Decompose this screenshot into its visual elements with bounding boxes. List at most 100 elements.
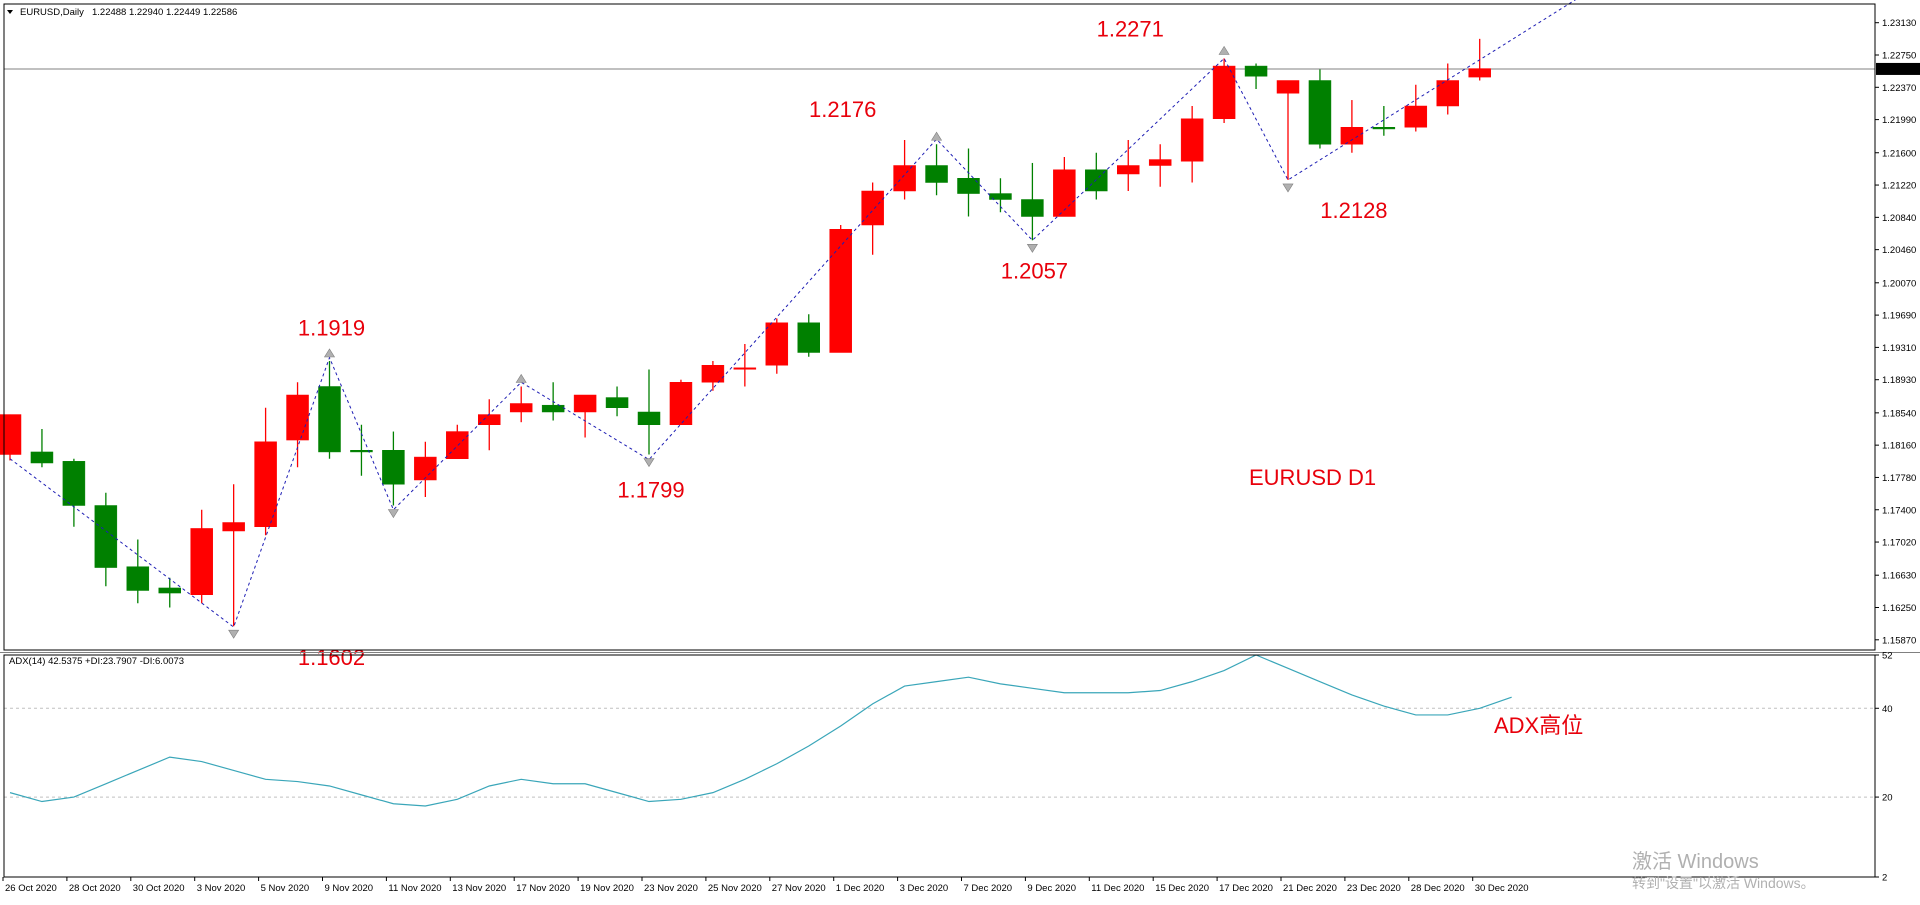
adx-header: ADX(14) 42.5375 +DI:23.7907 -DI:6.0073: [9, 656, 184, 667]
adx-plot-frame: [3, 654, 1876, 878]
candle-body: [1308, 80, 1332, 145]
x-tick-label: 23 Nov 2020: [644, 883, 698, 894]
x-tick-label: 27 Nov 2020: [772, 883, 826, 894]
candle-body: [286, 394, 309, 441]
candle-body: [30, 451, 54, 464]
candle-body: [94, 505, 118, 568]
x-tick-label: 11 Nov 2020: [388, 883, 441, 894]
current-price-label: 1.22586: [1880, 64, 1914, 75]
symbol-label: EURUSD,Daily: [20, 7, 84, 18]
candle-body: [925, 165, 948, 183]
candle-body: [637, 411, 661, 425]
fractal-up-icon: [931, 131, 943, 141]
y-tick-label: 1.19690: [1882, 311, 1916, 322]
current-price-box: [1876, 62, 1920, 75]
candle-body: [382, 450, 405, 485]
candle-body: [0, 414, 22, 455]
y-tick-label: 1.22750: [1882, 51, 1916, 62]
candle-body: [1085, 169, 1108, 192]
y-tick-label: 1.16630: [1882, 571, 1916, 582]
candle-body: [1148, 159, 1172, 166]
candle-body: [1372, 127, 1396, 130]
price-annotation: 1.2128: [1320, 198, 1387, 223]
adx-y-tick-label: 52: [1882, 651, 1893, 662]
y-tick-label: 1.18160: [1882, 441, 1916, 452]
x-tick-label: 3 Dec 2020: [900, 883, 949, 894]
zigzag-line: [9, 0, 1576, 628]
x-tick-label: 3 Nov 2020: [197, 883, 246, 894]
fractal-down-icon: [1026, 244, 1038, 253]
x-tick-label: 9 Nov 2020: [325, 883, 374, 894]
candle-body: [509, 403, 533, 413]
symbol-timeframe-annotation: EURUSD D1: [1249, 465, 1376, 490]
fractal-up-icon: [323, 348, 336, 358]
y-tick-label: 1.19310: [1882, 343, 1916, 354]
y-tick-label: 1.15870: [1882, 635, 1916, 646]
y-tick-label: 1.23130: [1882, 18, 1916, 29]
candle-body: [1021, 199, 1044, 217]
adx-high-annotation: ADX高位: [1494, 713, 1583, 738]
candle-body: [158, 587, 181, 594]
candle-body: [765, 322, 789, 366]
axis-layer: 1.23130 1.22750 1.22370 1.21990 1.21600 1.212…: [0, 3, 1920, 894]
y-tick-label: 1.20460: [1882, 245, 1916, 256]
candle-body: [446, 431, 469, 459]
candle-body: [318, 386, 341, 453]
candle-body: [1340, 127, 1364, 145]
x-tick-label: 30 Oct 2020: [133, 883, 185, 894]
candle-body: [414, 456, 437, 481]
y-tick-label: 1.21990: [1882, 115, 1916, 126]
x-tick-label: 5 Nov 2020: [261, 883, 310, 894]
watermark-line-1: 激活 Windows: [1632, 850, 1759, 873]
x-tick-label: 28 Oct 2020: [69, 883, 121, 894]
adx-y-tick-label: 20: [1882, 793, 1893, 804]
candle-body: [1180, 118, 1204, 162]
fractal-down-icon: [643, 458, 655, 468]
watermark-line-2: 转到"设置"以激活 Windows。: [1632, 875, 1815, 891]
candle-body: [1244, 65, 1268, 77]
x-tick-label: 25 Nov 2020: [708, 883, 762, 894]
candle-body: [1212, 65, 1236, 120]
x-tick-label: 17 Nov 2020: [516, 883, 570, 894]
fractal-down-icon: [1282, 183, 1294, 193]
x-tick-label: 30 Dec 2020: [1475, 883, 1529, 894]
candle-body: [797, 322, 820, 353]
x-tick-label: 23 Dec 2020: [1347, 883, 1401, 894]
ohlc-values: 1.22488 1.22940 1.22449 1.22586: [92, 7, 237, 18]
x-tick-label: 11 Dec 2020: [1091, 883, 1144, 894]
x-tick-label: 7 Dec 2020: [964, 883, 1013, 894]
price-annotation: 1.1602: [298, 645, 365, 670]
candle-body: [957, 178, 980, 194]
adx-line: [9, 654, 1512, 807]
candle-body: [541, 404, 565, 413]
candle-body: [733, 367, 757, 370]
candle-body: [989, 193, 1012, 200]
candle-body: [1276, 80, 1300, 94]
candle-body: [254, 441, 277, 527]
y-tick-label: 1.18540: [1882, 408, 1916, 419]
y-tick-label: 1.21220: [1882, 181, 1916, 192]
candle-body: [1117, 165, 1140, 175]
price-annotation: 1.2057: [1001, 258, 1068, 283]
fractal-up-icon: [1218, 45, 1230, 55]
candle-body: [573, 394, 597, 413]
x-tick-label: 17 Dec 2020: [1219, 883, 1273, 894]
candle-body: [478, 414, 501, 425]
candle-body: [701, 365, 725, 383]
y-tick-label: 1.20840: [1882, 213, 1916, 224]
main-chart-panel: 1.1919 1.1602 1.1799 1.2176 1.2057 1.2271 1.21…: [0, 0, 1875, 670]
y-tick-label: 1.21600: [1882, 148, 1916, 159]
y-tick-label: 1.16250: [1882, 603, 1916, 614]
x-tick-label: 19 Nov 2020: [580, 883, 634, 894]
price-annotation: 1.1919: [298, 316, 365, 341]
fractal-down-icon: [387, 509, 399, 519]
candle-body: [1436, 80, 1459, 107]
candle-body: [62, 461, 86, 506]
y-tick-label: 1.17020: [1882, 538, 1916, 549]
adx-indicator-panel: [4, 654, 1875, 807]
candle-body: [350, 450, 373, 453]
chevron-down-icon[interactable]: [7, 10, 13, 14]
y-tick-label: 1.22370: [1882, 83, 1916, 94]
fractal-down-icon: [228, 629, 240, 639]
